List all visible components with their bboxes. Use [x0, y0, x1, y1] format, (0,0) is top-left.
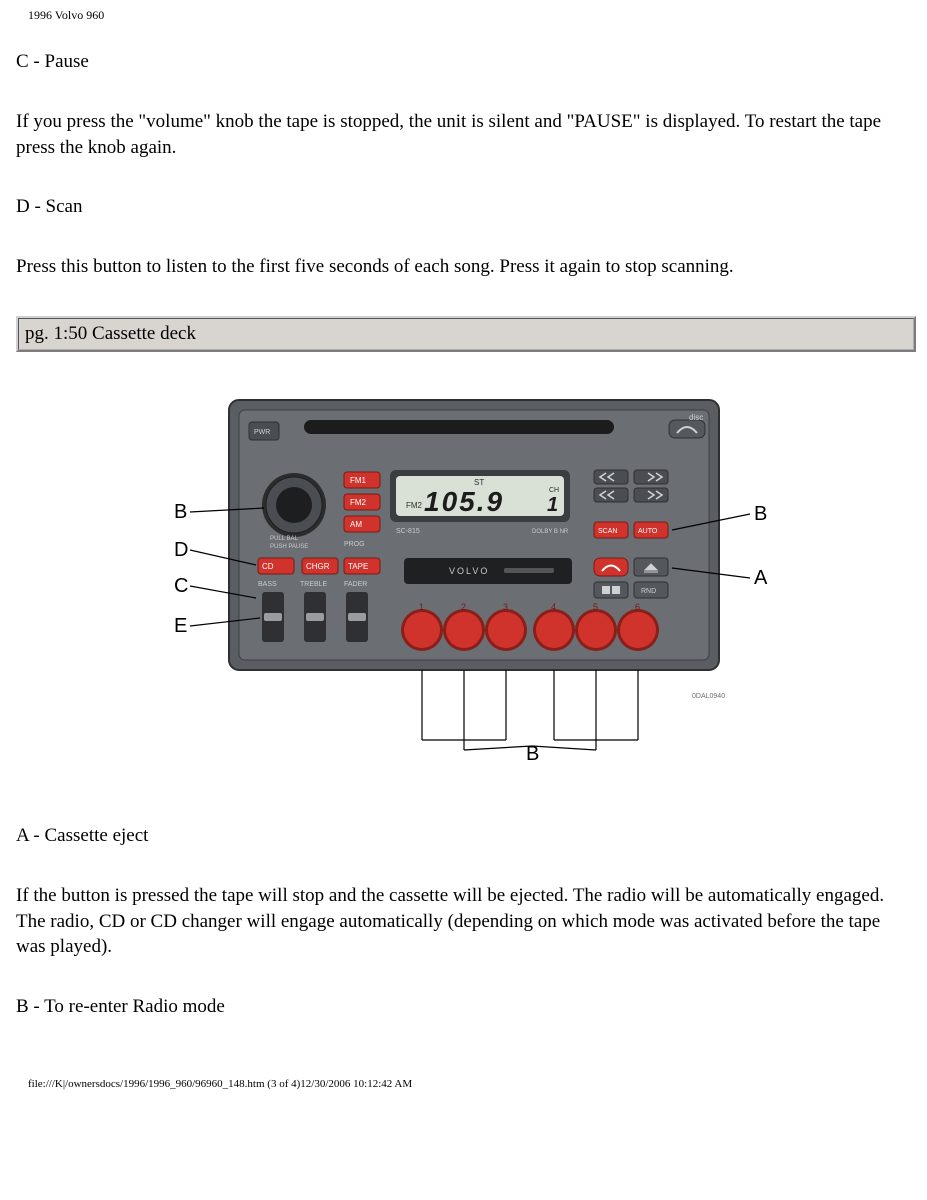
svg-text:PWR: PWR — [254, 429, 270, 436]
svg-text:A: A — [754, 567, 768, 589]
svg-text:2: 2 — [461, 602, 466, 612]
svg-text:DOLBY B NR: DOLBY B NR — [532, 529, 569, 535]
svg-text:C: C — [174, 575, 188, 597]
svg-text:TAPE: TAPE — [348, 562, 368, 571]
section-d-title: D - Scan — [16, 196, 911, 218]
svg-text:SC-815: SC-815 — [396, 528, 420, 535]
svg-text:AM: AM — [350, 520, 362, 529]
svg-text:PULL BAL: PULL BAL — [270, 536, 298, 542]
svg-text:CD: CD — [262, 562, 274, 571]
section-a-body: If the button is pressed the tape will s… — [16, 883, 906, 960]
svg-text:CH: CH — [549, 487, 559, 494]
svg-text:B: B — [754, 503, 767, 525]
svg-text:3: 3 — [503, 602, 508, 612]
svg-text:PROG: PROG — [344, 541, 365, 548]
svg-text:1: 1 — [419, 602, 424, 612]
svg-text:B: B — [174, 501, 187, 523]
section-b-title: B - To re-enter Radio mode — [16, 996, 911, 1018]
radio-figure: PWRdiscPULL BALPUSH PAUSEFM1FM2AMSTFM210… — [16, 380, 911, 785]
section-c-title: C - Pause — [16, 51, 911, 73]
svg-text:6: 6 — [635, 602, 640, 612]
svg-text:VOLVO: VOLVO — [449, 566, 489, 576]
svg-text:disc: disc — [689, 413, 703, 422]
radio-svg: PWRdiscPULL BALPUSH PAUSEFM1FM2AMSTFM210… — [144, 380, 784, 780]
svg-text:SCAN: SCAN — [598, 528, 617, 535]
section-a-title: A - Cassette eject — [16, 825, 911, 847]
svg-text:PUSH PAUSE: PUSH PAUSE — [270, 544, 308, 550]
svg-text:TREBLE: TREBLE — [300, 581, 328, 588]
section-c-body: If you press the "volume" knob the tape … — [16, 109, 906, 160]
svg-text:FM2: FM2 — [350, 498, 367, 507]
caption-box: pg. 1:50 Cassette deck — [16, 316, 916, 352]
svg-text:1: 1 — [547, 494, 558, 516]
section-d-body: Press this button to listen to the first… — [16, 254, 906, 280]
svg-text:FADER: FADER — [344, 581, 367, 588]
svg-text:105.9: 105.9 — [424, 486, 504, 517]
svg-text:BASS: BASS — [258, 581, 277, 588]
svg-text:AUTO: AUTO — [638, 528, 658, 535]
svg-text:FM2: FM2 — [406, 501, 423, 510]
svg-text:E: E — [174, 615, 187, 637]
doc-footer: file:///K|/ownersdocs/1996/1996_960/9696… — [28, 1078, 911, 1090]
svg-text:CHGR: CHGR — [306, 562, 330, 571]
svg-text:0DAL0940: 0DAL0940 — [692, 693, 725, 700]
svg-text:D: D — [174, 539, 188, 561]
doc-header: 1996 Volvo 960 — [28, 8, 911, 23]
svg-text:5: 5 — [593, 602, 598, 612]
svg-text:RND: RND — [641, 588, 656, 595]
svg-text:4: 4 — [551, 602, 556, 612]
svg-text:B: B — [526, 743, 539, 765]
caption-text: pg. 1:50 Cassette deck — [18, 318, 914, 350]
svg-text:FM1: FM1 — [350, 476, 367, 485]
